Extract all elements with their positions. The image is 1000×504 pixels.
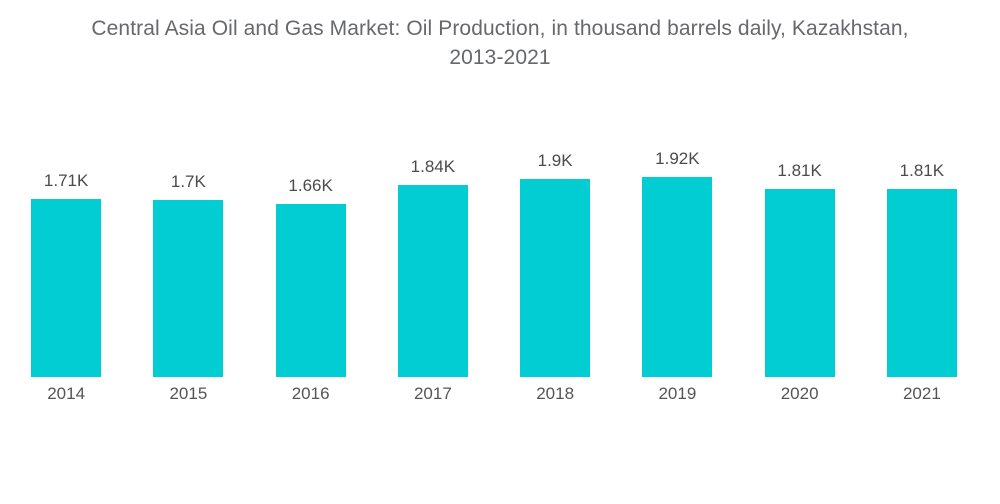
- bar-value-label: 1.66K: [288, 176, 333, 196]
- bar: [153, 199, 224, 377]
- x-axis-tick-label: 2019: [658, 384, 697, 403]
- bar-column: 1.9K 2018: [494, 151, 616, 403]
- bar: [764, 188, 835, 377]
- bar-column: 1.81K 2021: [861, 161, 983, 404]
- x-axis-tick-label: 2014: [47, 384, 86, 403]
- bar: [31, 198, 102, 377]
- bar-column: 1.66K 2016: [250, 176, 372, 403]
- chart-title-line-1: Central Asia Oil and Gas Market: Oil Pro…: [91, 17, 909, 40]
- bar-value-label: 1.81K: [777, 160, 822, 180]
- x-axis-tick-label: 2016: [291, 384, 330, 403]
- bar-value-label: 1.84K: [410, 157, 456, 177]
- x-axis-tick-label: 2015: [169, 384, 208, 403]
- chart-title-line-2: 2013-2021: [449, 46, 551, 69]
- bar-plot-area: 1.71K 2014 1.7K 2015 1.66K 2016 1.84K 20…: [5, 149, 983, 403]
- bar-column: 1.81K 2020: [739, 161, 861, 404]
- bar-value-label: 1.71K: [43, 170, 89, 190]
- x-axis-tick-label: 2018: [536, 384, 575, 403]
- bar: [642, 177, 713, 377]
- bar: [275, 204, 346, 377]
- bar-value-label: 1.81K: [899, 160, 945, 180]
- x-axis-tick-label: 2020: [780, 384, 819, 403]
- bar-value-label: 1.9K: [537, 151, 573, 171]
- bar-column: 1.7K 2015: [127, 172, 249, 403]
- bar-column: 1.71K 2014: [5, 171, 127, 403]
- chart-title: Central Asia Oil and Gas Market: Oil Pro…: [0, 14, 1000, 72]
- bar-value-label: 1.7K: [170, 171, 206, 191]
- x-axis-tick-label: 2017: [413, 384, 452, 403]
- bar: [886, 188, 957, 377]
- bar-value-label: 1.92K: [655, 149, 700, 168]
- bar: [520, 179, 591, 377]
- bar-column: 1.84K 2017: [372, 157, 494, 403]
- x-axis-tick-label: 2021: [902, 384, 941, 403]
- bar-column: 1.92K 2019: [616, 149, 738, 403]
- bar: [397, 185, 468, 377]
